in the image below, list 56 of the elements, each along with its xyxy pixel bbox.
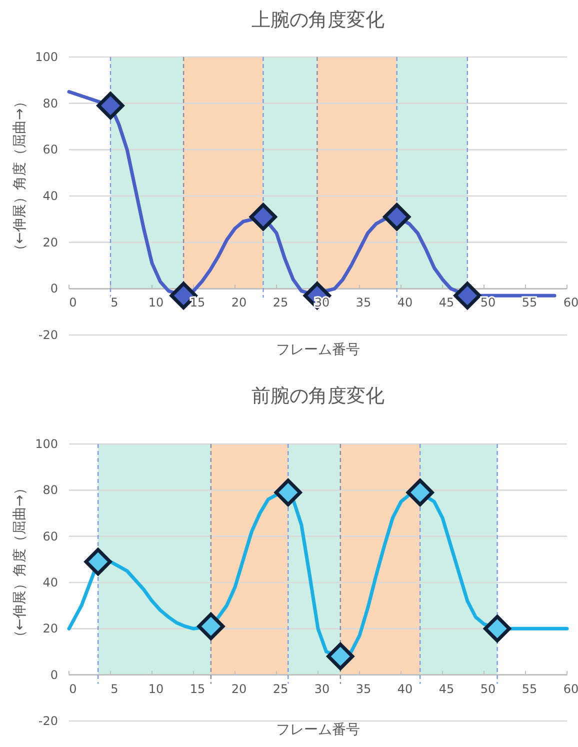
point [197,612,225,640]
y-tick-label: -20 [38,328,58,342]
x-tick-label: 25 [272,296,288,310]
x-tick-label: 50 [480,296,496,310]
x-tick-label: 10 [148,296,164,310]
x-tick-label: 45 [438,296,454,310]
x-tick-label: 40 [397,296,413,310]
y-tick-label: 100 [35,437,58,451]
x-tick-label: 20 [231,296,247,310]
x-tick-label: 25 [272,682,288,696]
y-tick-label: 40 [42,189,58,203]
y-tick-label: 40 [42,576,58,590]
chart-title: 上腕の角度変化 [252,9,384,31]
x-tick-label: 60 [563,682,578,696]
y-tick-label: 0 [50,668,58,682]
x-axis-title: フレーム番号 [276,722,360,738]
point [454,282,482,310]
y-axis-title: （←伸展）角度（屈曲→） [12,480,28,644]
x-tick-label: 5 [110,682,118,696]
x-axis-title: フレーム番号 [276,342,360,358]
x-tick-label: 0 [69,296,77,310]
y-axis-title: （←伸展）角度（屈曲→） [12,94,28,258]
x-tick-label: 15 [190,682,206,696]
y-tick-label: 60 [42,529,58,544]
point [383,203,411,231]
y-tick-label: 80 [42,96,58,110]
x-tick-label: 40 [397,682,413,696]
point [96,92,124,120]
y-tick-label: 20 [42,235,58,250]
point [249,203,277,231]
point [406,478,434,506]
x-tick-label: 30 [314,296,330,310]
y-tick-label: 20 [42,622,58,636]
x-tick-label: 35 [356,296,372,310]
x-tick-label: 0 [69,682,77,696]
y-tick-label: -20 [38,714,58,728]
chart-title: 前腕の角度変化 [252,385,384,407]
x-tick-label: 60 [563,296,578,310]
point [326,642,354,670]
y-tick-label: 60 [42,142,58,157]
x-tick-label: 50 [480,682,496,696]
x-tick-label: 20 [231,682,247,696]
point [484,614,512,642]
y-tick-label: 100 [35,50,58,64]
x-tick-label: 5 [110,296,118,310]
y-tick-label: 80 [42,483,58,498]
x-tick-label: 45 [438,682,454,696]
point [274,478,302,506]
x-tick-label: 10 [148,682,164,696]
x-tick-label: 15 [190,296,206,310]
x-tick-label: 55 [522,682,538,696]
x-tick-label: 30 [314,682,330,696]
point [84,548,112,576]
x-tick-label: 55 [522,296,538,310]
x-tick-label: 35 [356,682,372,696]
y-tick-label: 0 [50,282,58,296]
